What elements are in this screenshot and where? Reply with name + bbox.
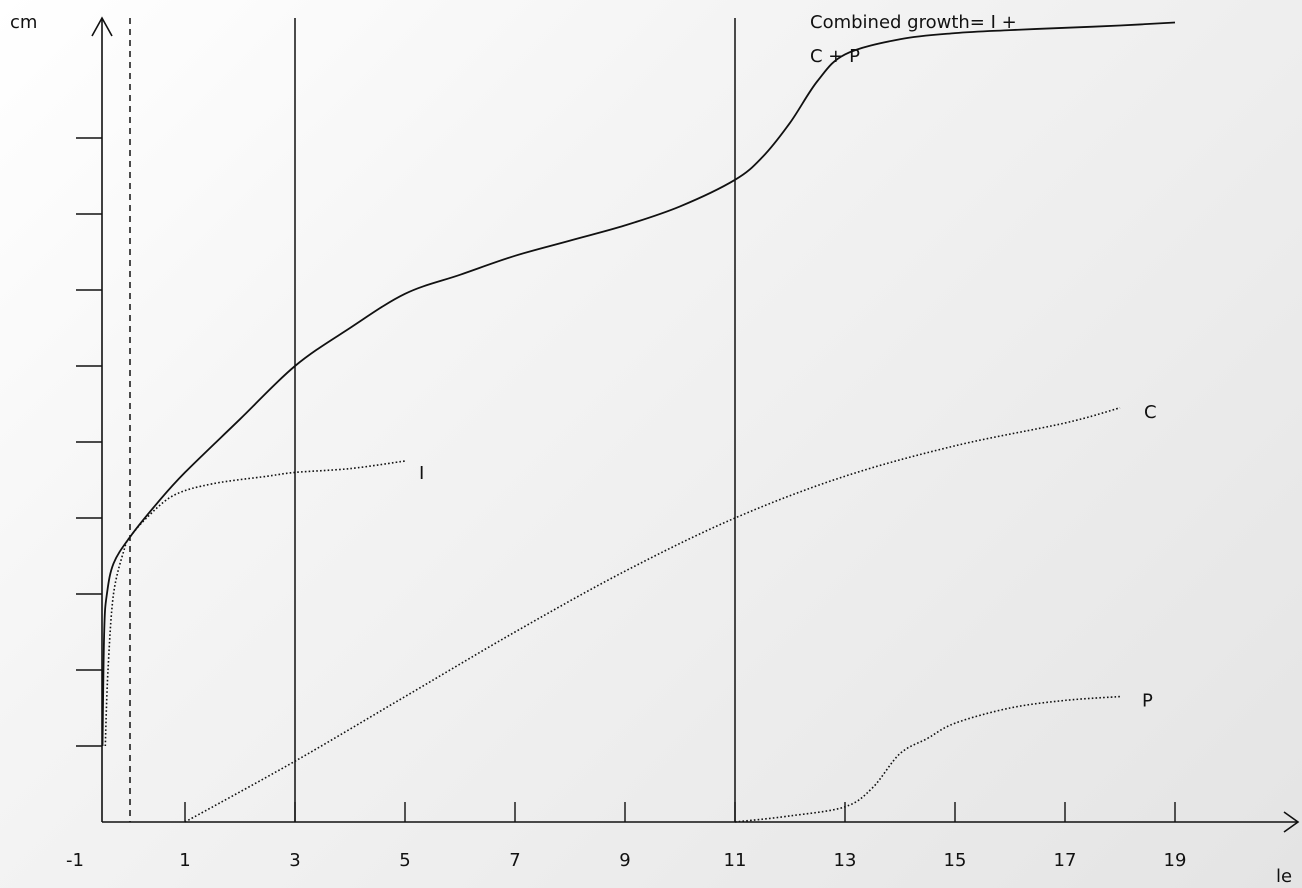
x-axis-arrow-icon [1283, 811, 1300, 833]
series-c-line [184, 407, 1121, 823]
series-combined-line [101, 21, 1176, 747]
x-tick-label: 5 [399, 850, 410, 871]
series-i-line [104, 460, 406, 747]
reference-lines [129, 18, 736, 822]
x-tick-label: 17 [1054, 850, 1077, 871]
series-layer [101, 21, 1176, 823]
y-axis-arrow-icon [91, 16, 113, 37]
axes [91, 16, 1300, 833]
x-tick-label: -1 [66, 850, 84, 871]
x-tick-label: 11 [724, 850, 747, 871]
series-label-p: P [1142, 691, 1153, 712]
annotation-line-2: C + P [810, 46, 860, 67]
x-tick-label: 1 [179, 850, 190, 871]
x-tick-label: 13 [834, 850, 857, 871]
x-tick-label: 7 [509, 850, 520, 871]
x-tick-label: 3 [289, 850, 300, 871]
x-tick-label: 19 [1164, 850, 1187, 871]
x-tick-label: 9 [619, 850, 630, 871]
series-p-line [734, 695, 1121, 823]
x-tick-label: 15 [944, 850, 967, 871]
annotation-line-1: Combined growth= I + [810, 12, 1017, 33]
series-label-c: C [1144, 402, 1157, 423]
series-label-i: I [419, 463, 424, 484]
x-axis-label: le [1276, 866, 1292, 887]
y-axis-label: cm [10, 12, 37, 33]
axis-ticks: -1 1 3 5 7 9 11 13 15 17 19 [66, 137, 1187, 871]
